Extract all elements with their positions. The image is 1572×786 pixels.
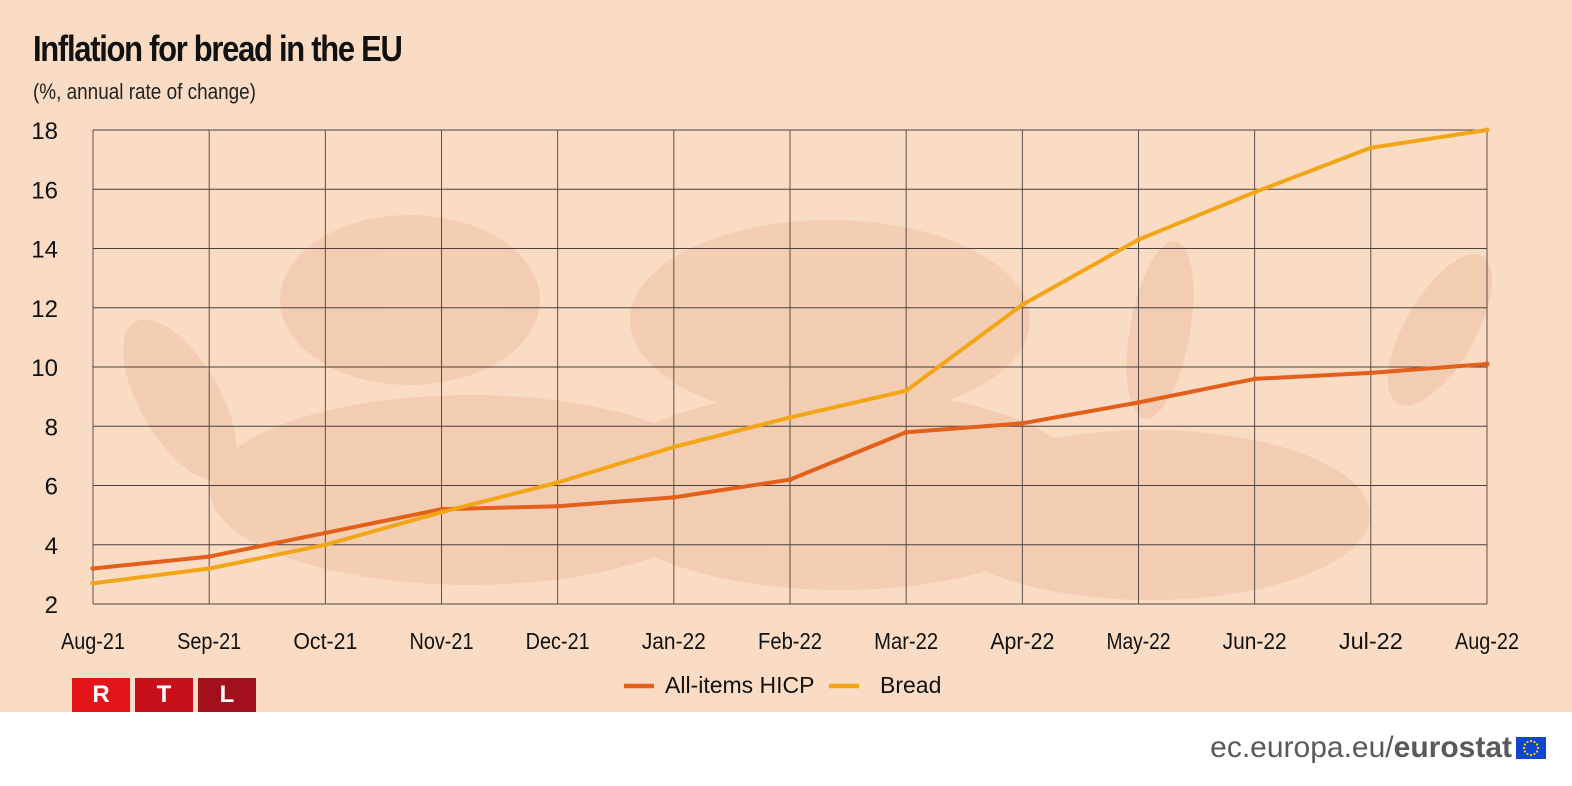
x-tick-label: May-22 bbox=[1107, 628, 1171, 654]
x-tick-label: Sep-21 bbox=[177, 628, 241, 654]
rtl-logo: R T L bbox=[72, 678, 256, 712]
y-axis-tick-labels: 2 4 6 8 10 12 14 16 18 bbox=[31, 118, 58, 619]
x-tick-label: Nov-21 bbox=[410, 628, 474, 654]
chart-panel: 2 4 6 8 10 12 14 16 18 Aug-21 Sep-21 Oct-21 Nov-21 D… bbox=[0, 0, 1572, 712]
y-tick-label: 2 bbox=[45, 592, 58, 619]
y-tick-label: 8 bbox=[45, 414, 58, 441]
data-point bbox=[206, 554, 212, 560]
x-tick-label: Oct-21 bbox=[293, 628, 357, 654]
source-footer-text: ec.europa.eu/eurostat bbox=[1210, 731, 1512, 765]
source-footer: ec.europa.eu/eurostat bbox=[1210, 728, 1546, 768]
data-point bbox=[671, 494, 677, 500]
y-tick-label: 16 bbox=[31, 177, 58, 204]
eu-flag-star bbox=[1536, 746, 1540, 750]
data-point bbox=[1136, 400, 1141, 406]
chart-series-lines bbox=[90, 127, 1490, 586]
rtl-logo-letter-t: T bbox=[135, 678, 193, 712]
eu-flag-star bbox=[1523, 750, 1527, 753]
data-point bbox=[903, 429, 909, 435]
data-point bbox=[1368, 370, 1374, 376]
legend-label: Bread bbox=[880, 672, 941, 698]
chart-subtitle: (%, annual rate of change) bbox=[33, 79, 256, 104]
x-tick-label: Feb-22 bbox=[758, 628, 822, 654]
x-tick-label: Jul-22 bbox=[1339, 628, 1403, 654]
eu-flag-star bbox=[1529, 739, 1533, 743]
data-point bbox=[1368, 145, 1374, 151]
legend-item-bread: Bread bbox=[829, 672, 941, 698]
data-point bbox=[787, 414, 793, 420]
data-point bbox=[1019, 302, 1025, 308]
data-point bbox=[903, 388, 909, 394]
source-brand: eurostat bbox=[1393, 731, 1512, 764]
data-point bbox=[1019, 420, 1025, 426]
x-tick-label: Aug-21 bbox=[61, 628, 125, 654]
data-point bbox=[1484, 361, 1490, 367]
data-point bbox=[90, 565, 96, 571]
eu-flag-star bbox=[1535, 750, 1539, 753]
legend-item-all-items-hicp: All-items HICP bbox=[624, 672, 815, 698]
y-tick-label: 14 bbox=[31, 237, 58, 264]
eu-flag-field bbox=[1516, 737, 1546, 759]
y-tick-label: 4 bbox=[45, 533, 58, 560]
data-point bbox=[1252, 189, 1258, 195]
rtl-logo-letter-r: R bbox=[72, 678, 130, 712]
chart-title: Inflation for bread in the EU bbox=[33, 28, 403, 69]
y-tick-label: 12 bbox=[31, 296, 58, 323]
eu-flag-star bbox=[1523, 743, 1527, 746]
y-tick-label: 18 bbox=[31, 118, 58, 145]
x-tick-label: Apr-22 bbox=[990, 628, 1054, 654]
data-point bbox=[671, 444, 677, 450]
chart-legend: All-items HICP Bread bbox=[624, 672, 941, 698]
eu-flag-star bbox=[1533, 740, 1536, 744]
data-point bbox=[439, 509, 444, 515]
x-tick-label: Aug-22 bbox=[1455, 628, 1519, 654]
y-tick-label: 6 bbox=[45, 474, 58, 501]
eu-flag-star bbox=[1526, 752, 1529, 756]
x-tick-label: Dec-21 bbox=[526, 628, 590, 654]
source-domain: ec.europa.eu/ bbox=[1210, 731, 1394, 764]
x-tick-label: Jan-22 bbox=[642, 628, 706, 654]
x-axis-tick-labels: Aug-21 Sep-21 Oct-21 Nov-21 Dec-21 Jan-22 Feb-… bbox=[61, 628, 1519, 654]
data-point bbox=[787, 477, 793, 483]
eu-flag-star bbox=[1522, 746, 1526, 750]
legend-label: All-items HICP bbox=[665, 672, 815, 698]
eu-flag-star bbox=[1533, 752, 1536, 756]
data-point bbox=[322, 530, 328, 536]
data-point bbox=[1252, 376, 1258, 382]
eu-flag-icon bbox=[1516, 737, 1546, 759]
eu-flag-star bbox=[1529, 753, 1533, 757]
eu-flag-star bbox=[1535, 743, 1539, 746]
data-point bbox=[555, 503, 561, 509]
data-point bbox=[1484, 127, 1490, 133]
x-tick-label: Jun-22 bbox=[1223, 628, 1287, 654]
data-point bbox=[1136, 237, 1141, 243]
chart-grid bbox=[92, 129, 1488, 605]
data-point bbox=[322, 542, 328, 548]
data-point bbox=[90, 580, 96, 586]
data-point bbox=[206, 565, 212, 571]
chart-canvas: 2 4 6 8 10 12 14 16 18 Aug-21 Sep-21 Oct-21 Nov-21 D… bbox=[31, 118, 1519, 698]
eu-flag-star bbox=[1526, 740, 1529, 744]
x-tick-label: Mar-22 bbox=[874, 628, 938, 654]
bread-background-illustration bbox=[123, 215, 1493, 600]
rtl-logo-letter-l: L bbox=[198, 678, 256, 712]
data-point bbox=[555, 480, 561, 486]
y-tick-label: 10 bbox=[31, 355, 58, 382]
